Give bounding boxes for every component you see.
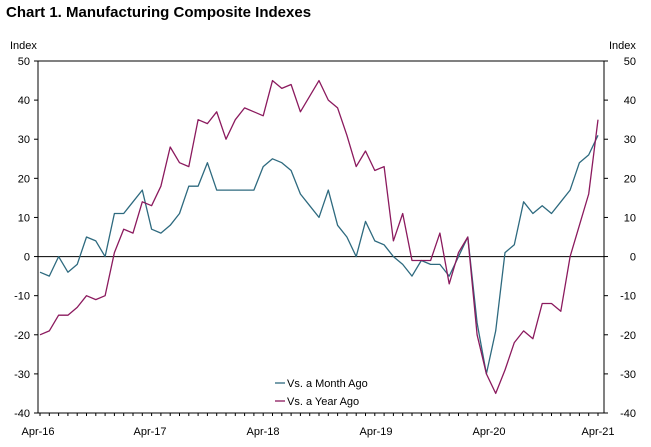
y-tick-label-right: 20 [624, 173, 636, 185]
x-ticks: Apr-16 Apr-17 Apr-18 Apr-19 Apr-20 Apr-21 [21, 413, 615, 438]
y-tick-label-right: -10 [620, 291, 636, 303]
series-lines [39, 79, 599, 395]
y-tick-label-right: 30 [624, 134, 636, 146]
x-tick-label: Apr-18 [246, 426, 279, 438]
y-axis-right-label: Index [609, 40, 636, 52]
x-tick-label: Apr-16 [21, 426, 54, 438]
x-tick-label: Apr-17 [133, 426, 166, 438]
legend: Vs. a Month Ago Vs. a Year Ago [275, 378, 368, 408]
y-ticks-right: -40 -30 -20 -10 0 10 20 30 40 50 [604, 56, 636, 420]
y-tick-label-right: 0 [630, 252, 636, 264]
plot-area-frame [37, 60, 605, 414]
y-tick-label-right: -40 [620, 408, 636, 420]
y-tick-label-left: 20 [18, 173, 30, 185]
legend-label-year-ago: Vs. a Year Ago [287, 396, 359, 408]
y-tick-label-left: 10 [18, 212, 30, 224]
y-tick-label-left: 50 [18, 56, 30, 68]
y-tick-label-left: 40 [18, 95, 30, 107]
y-tick-label-right: 50 [624, 56, 636, 68]
y-tick-label-left: 30 [18, 134, 30, 146]
y-ticks-left: -40 -30 -20 -10 0 10 20 30 40 50 [14, 56, 38, 420]
y-tick-label-left: -30 [14, 369, 30, 381]
series-line-month-ago [39, 135, 599, 375]
y-tick-label-left: -20 [14, 330, 30, 342]
chart-title: Chart 1. Manufacturing Composite Indexes [6, 4, 312, 21]
y-tick-label-right: -30 [620, 369, 636, 381]
y-axis-left-label: Index [10, 40, 37, 52]
y-tick-label-right: 40 [624, 95, 636, 107]
x-tick-label: Apr-21 [581, 426, 614, 438]
series-line-year-ago [39, 79, 599, 395]
y-tick-label-left: -40 [14, 408, 30, 420]
x-tick-label: Apr-19 [359, 426, 392, 438]
y-tick-label-right: -20 [620, 330, 636, 342]
legend-label-month-ago: Vs. a Month Ago [287, 378, 368, 390]
x-tick-label: Apr-20 [472, 426, 505, 438]
y-tick-label-left: 0 [24, 252, 30, 264]
y-tick-label-right: 10 [624, 212, 636, 224]
y-tick-label-left: -10 [14, 291, 30, 303]
